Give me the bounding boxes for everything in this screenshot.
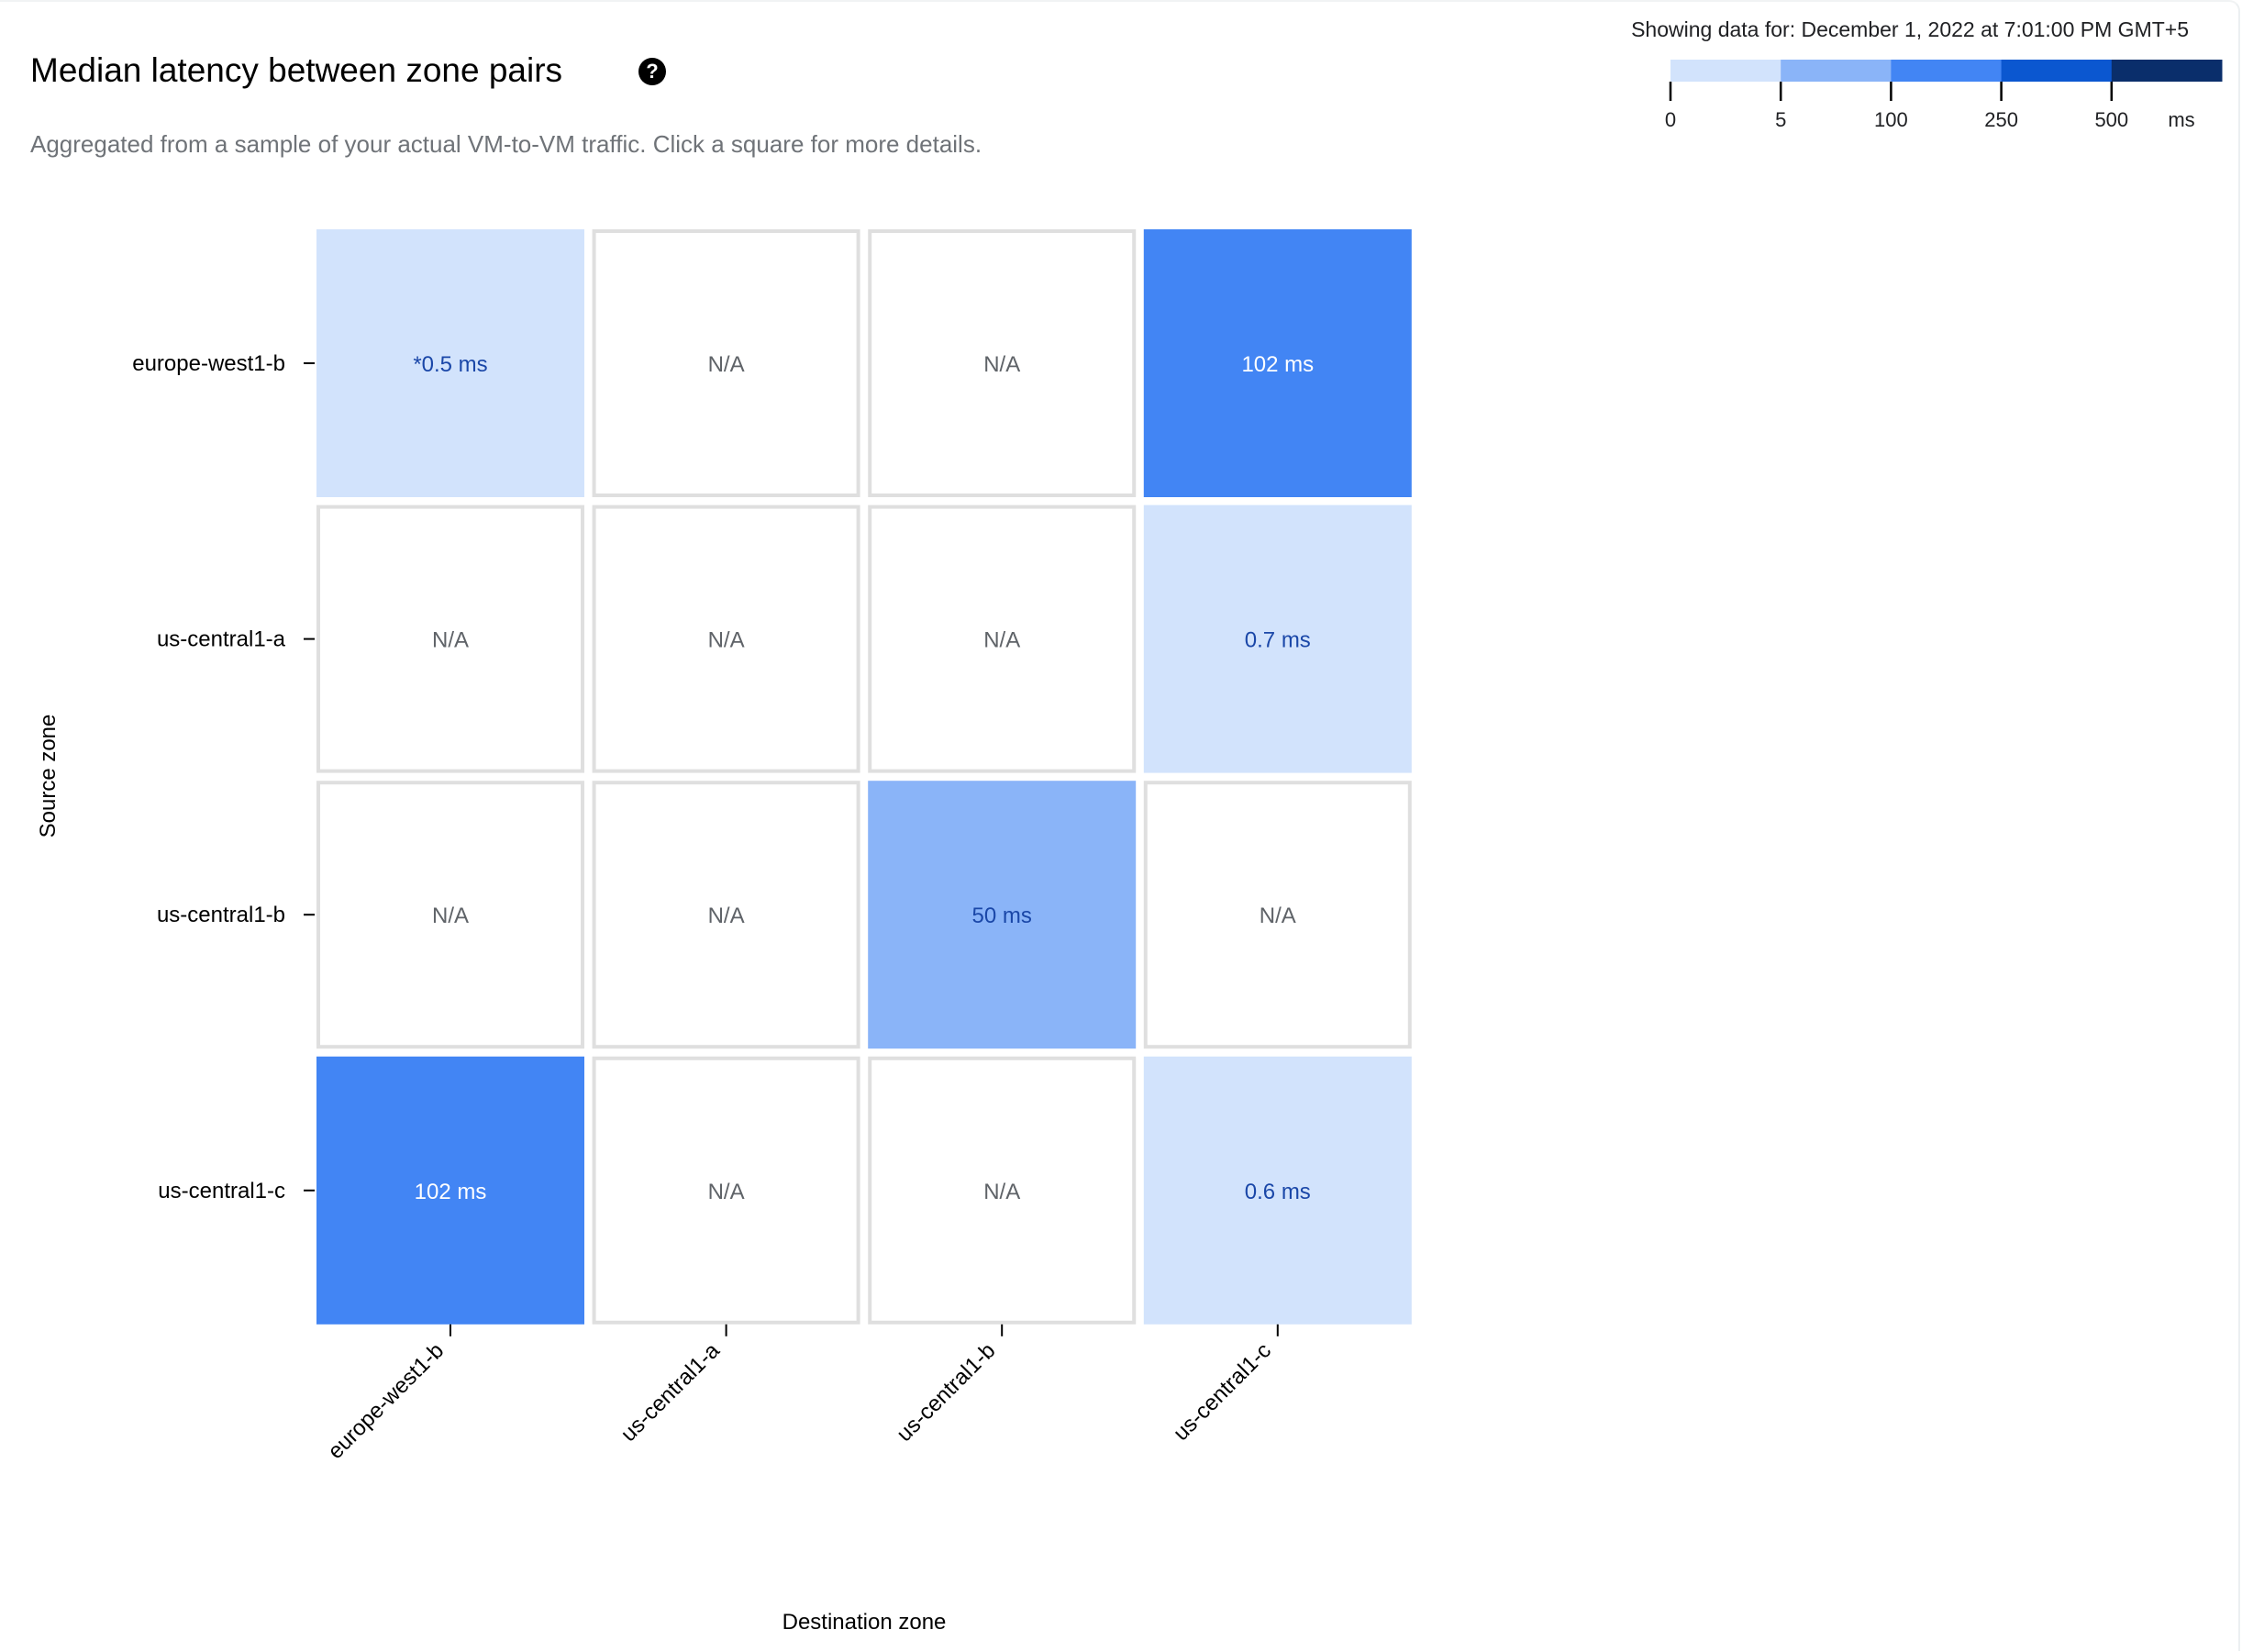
legend-swatch: [1891, 60, 2003, 82]
legend-swatch: [1670, 60, 1781, 82]
heatmap-cell[interactable]: [1143, 504, 1412, 773]
legend-tick-label: 500: [2094, 108, 2128, 131]
legend-swatch: [2111, 60, 2223, 82]
heatmap-cell-empty[interactable]: [868, 504, 1137, 773]
y-tick-label: us-central1-a: [157, 627, 286, 652]
legend-unit: ms: [2168, 108, 2194, 131]
y-tick-label: europe-west1-b: [132, 351, 285, 376]
legend-swatch: [1781, 60, 1892, 82]
heatmap-cell[interactable]: [316, 1056, 584, 1325]
x-tick-label: us-central1-a: [616, 1337, 726, 1447]
x-tick-label: us-central1-c: [1169, 1338, 1276, 1446]
legend-tick-label: 0: [1665, 108, 1676, 131]
heatmap-cell-empty[interactable]: [592, 229, 860, 497]
legend-tick-label: 250: [1984, 108, 2018, 131]
heatmap-cell-empty[interactable]: [592, 781, 860, 1049]
heatmap-cell-empty[interactable]: [592, 1056, 860, 1325]
y-axis-title: Source zone: [36, 715, 61, 838]
heatmap-cell[interactable]: [1143, 229, 1412, 497]
legend-tick-label: 100: [1874, 108, 1908, 131]
heatmap-cell[interactable]: [1143, 1056, 1412, 1325]
heatmap-cell-empty[interactable]: [868, 1056, 1137, 1325]
x-tick-label: europe-west1-b: [323, 1338, 449, 1464]
heatmap-cell[interactable]: [868, 781, 1137, 1049]
page-title: Median latency between zone pairs: [30, 51, 563, 89]
help-circle-icon[interactable]: ?: [638, 58, 666, 85]
y-tick-label: us-central1-c: [158, 1179, 285, 1203]
heatmap-cell-empty[interactable]: [316, 504, 584, 773]
legend-swatch: [2001, 60, 2113, 82]
heatmap-cell-empty[interactable]: [316, 781, 584, 1049]
heatmap-cell-empty[interactable]: [1143, 781, 1412, 1049]
subtitle: Aggregated from a sample of your actual …: [30, 130, 982, 158]
heatmap-cell-empty[interactable]: [592, 504, 860, 773]
y-tick-label: us-central1-b: [157, 903, 285, 927]
legend-tick-label: 5: [1775, 108, 1786, 131]
showing-data-timestamp: Showing data for: December 1, 2022 at 7:…: [1631, 17, 2189, 41]
x-tick-label: us-central1-b: [892, 1338, 1000, 1447]
x-axis-title: Destination zone: [782, 1610, 947, 1635]
heatmap-cell-empty[interactable]: [868, 229, 1137, 497]
heatmap-cell[interactable]: [316, 229, 584, 497]
